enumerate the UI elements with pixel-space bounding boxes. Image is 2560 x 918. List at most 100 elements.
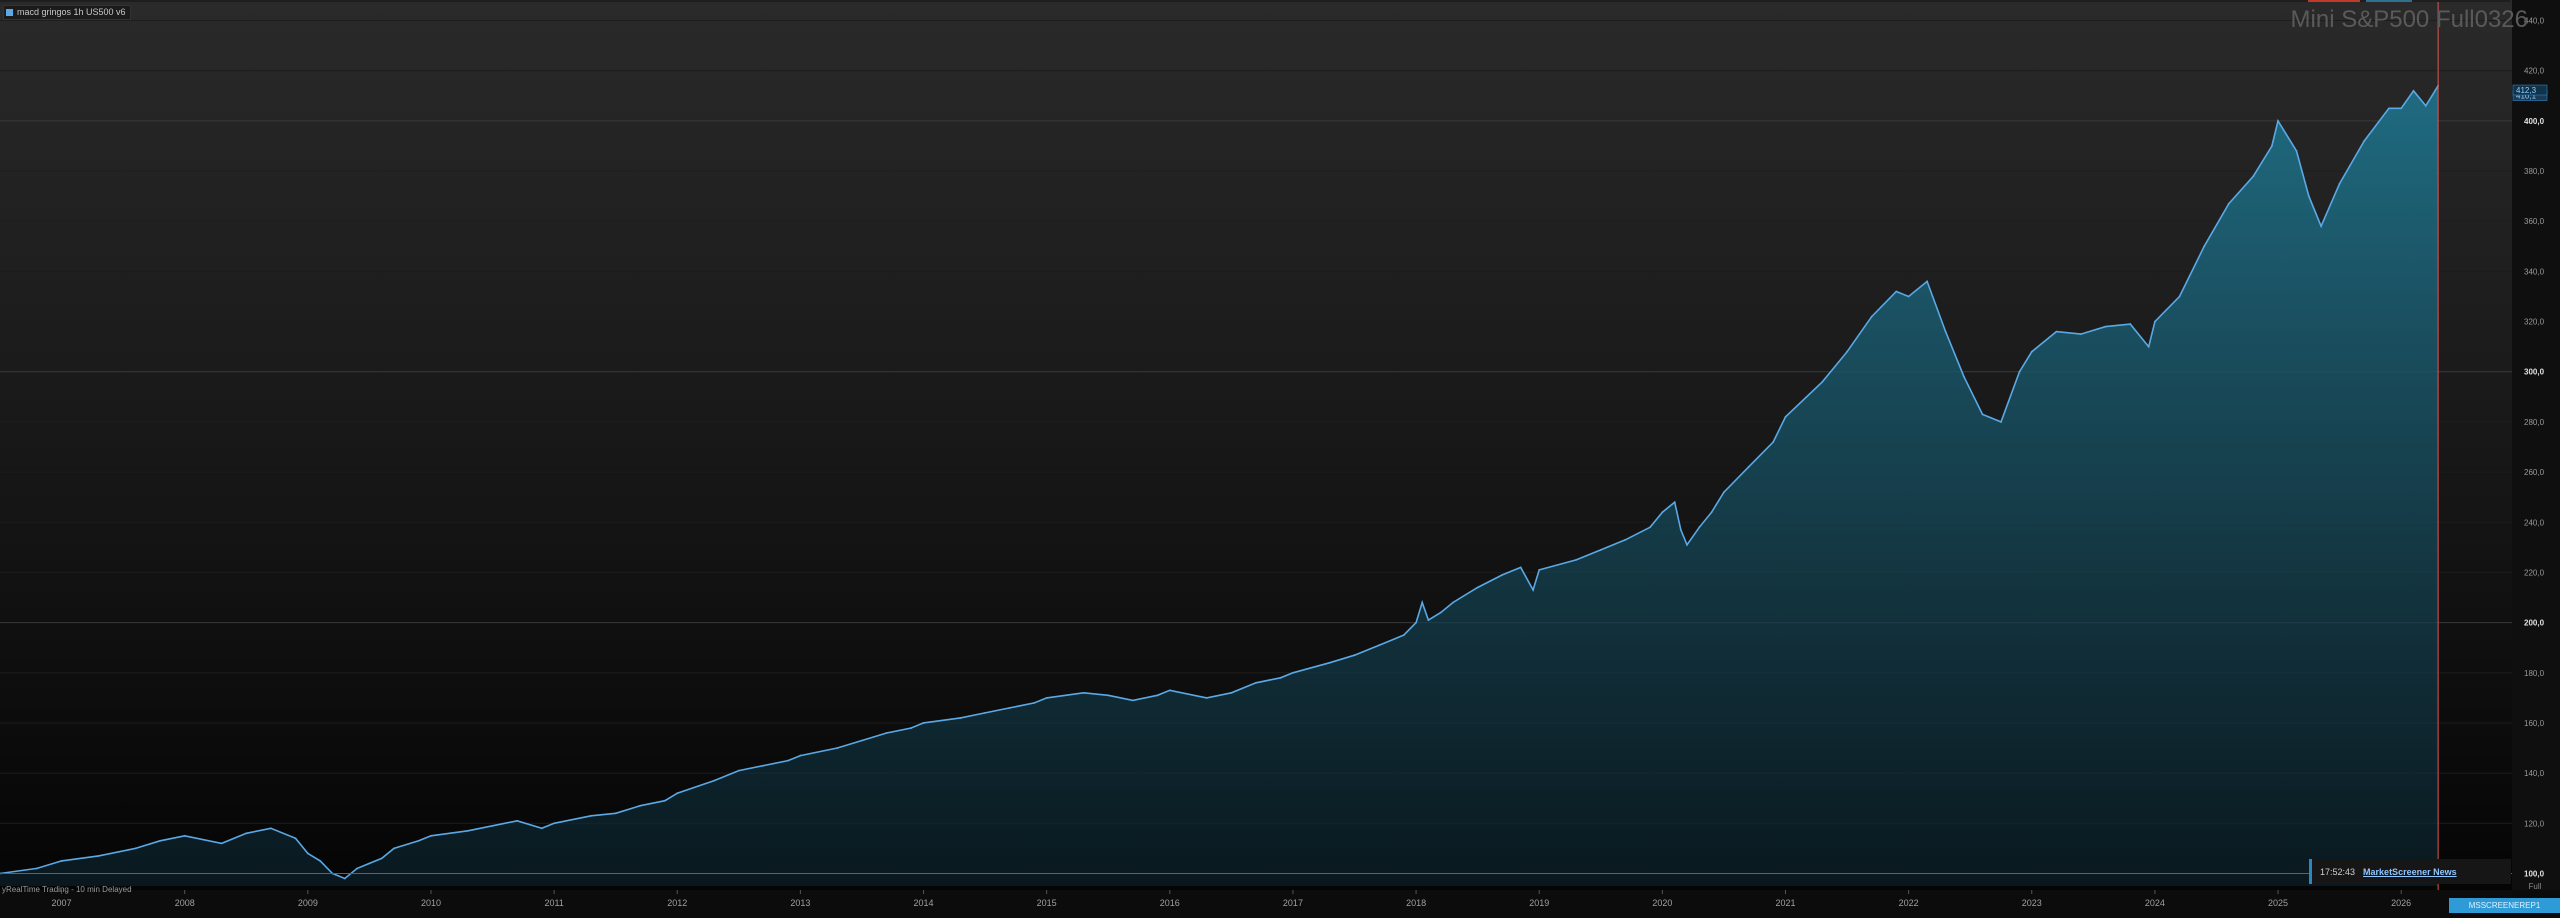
data-point [590, 814, 592, 817]
price-area [0, 85, 2439, 887]
data-point [1846, 350, 1848, 353]
data-point [799, 754, 802, 757]
data-point [134, 847, 137, 850]
data-point [294, 837, 297, 840]
data-point [2018, 370, 2021, 373]
data-point [2270, 145, 2273, 147]
data-point [1156, 694, 1159, 697]
data-point [393, 847, 395, 850]
x-tick-label: 2024 [2145, 898, 2165, 908]
y-tick-label: 280,0 [2524, 418, 2545, 427]
data-point [368, 862, 371, 865]
x-tick-label: 2026 [2391, 898, 2411, 908]
y-axis-panel[interactable] [2512, 0, 2560, 890]
data-point [984, 712, 986, 714]
price-badge-label: 412,3 [2516, 86, 2537, 95]
data-point [60, 860, 63, 862]
data-point [1784, 415, 1787, 418]
x-tick-label: 2011 [544, 898, 563, 908]
data-point [1532, 589, 1534, 591]
x-tick-label: 2025 [2268, 898, 2288, 908]
x-tick-label: 2023 [2022, 898, 2042, 908]
data-point [2277, 119, 2279, 122]
y-tick-label: 260,0 [2524, 468, 2545, 477]
data-point [2178, 295, 2181, 298]
data-point [2338, 182, 2341, 185]
data-point [1981, 413, 1984, 416]
data-point [1328, 661, 1331, 664]
x-axis-panel[interactable] [0, 890, 2512, 913]
data-point [639, 804, 642, 807]
legend-label: macd gringos 1h US500 v6 [17, 7, 126, 17]
data-point [2147, 345, 2150, 348]
data-point [2104, 325, 2107, 328]
data-point [2295, 150, 2298, 152]
bottom-tab[interactable]: MSSCREENEREP1 [2449, 898, 2560, 913]
data-point [220, 842, 223, 845]
data-point [737, 769, 740, 772]
data-point [2055, 330, 2058, 333]
data-point [553, 822, 556, 825]
data-point [1673, 501, 1676, 504]
data-point [1292, 671, 1294, 674]
y-tick-label: 300,0 [2524, 368, 2545, 377]
data-point [1599, 548, 1602, 551]
price-badge [2512, 84, 2548, 96]
x-axis: 2007 2008 2009 2010 2011 2012 2013 2014 2015 2016… [52, 890, 2411, 908]
y-tick-label: 440,0 [2524, 17, 2545, 26]
x-tick-label: 2017 [1283, 898, 1303, 908]
data-point [1575, 558, 1578, 561]
data-point [2363, 140, 2366, 142]
data-point [787, 759, 789, 762]
y-tick-label: 220,0 [2524, 568, 2545, 577]
x-tick-label: 2021 [1775, 898, 1795, 908]
price-badge-label: 410,1 [2516, 92, 2537, 101]
data-point [430, 834, 432, 837]
x-tick-label: 2016 [1160, 898, 1180, 908]
data-point [1082, 691, 1085, 694]
data-point [1452, 601, 1454, 604]
data-point [2387, 107, 2390, 110]
data-point [1519, 566, 1522, 569]
chart-title: Mini S&P500 Full0326 [2290, 6, 2528, 33]
data-point [1944, 330, 1947, 333]
data-point [1501, 574, 1504, 576]
data-point [2227, 202, 2230, 205]
data-point [614, 812, 617, 815]
top-toolbar-strip [0, 0, 2510, 2]
full-button[interactable]: Full [2528, 882, 2542, 891]
data-point [1402, 634, 1405, 637]
data-point [1255, 681, 1257, 684]
data-point [2030, 350, 2033, 353]
indicator-legend[interactable]: macd gringos 1h US500 v6 [3, 5, 131, 20]
x-tick-label: 2015 [1037, 898, 1057, 908]
y-tick-label: 240,0 [2524, 518, 2545, 527]
data-point [1649, 526, 1651, 529]
data-point [676, 792, 679, 795]
data-point [1679, 528, 1682, 531]
data-point [2400, 107, 2403, 110]
data-point [540, 827, 543, 830]
data-point [2129, 323, 2132, 325]
data-point [1230, 691, 1233, 694]
data-point [380, 857, 383, 860]
data-point [2307, 195, 2310, 198]
data-point [1538, 569, 1541, 571]
data-point [2000, 421, 2002, 423]
data-point [2320, 225, 2323, 228]
y-tick-label: 180,0 [2524, 669, 2545, 678]
x-tick-label: 2012 [667, 898, 687, 908]
data-point [1926, 280, 1928, 283]
data-point [1698, 526, 1701, 529]
toolbar-accent-blue [2366, 0, 2412, 2]
news-link[interactable]: MarketScreener News [2363, 866, 2457, 877]
y-tick-label: 380,0 [2524, 167, 2545, 176]
y-tick-label: 400,0 [2524, 117, 2545, 126]
news-ticker[interactable]: 17:52:43 MarketScreener News [2309, 859, 2511, 884]
x-tick-label: 2007 [52, 898, 72, 908]
y-tick-label: 340,0 [2524, 267, 2545, 276]
y-axis: 100,0 120,0 140,0 160,0 180,0 200,0 220,0 240,0… [2524, 17, 2545, 879]
